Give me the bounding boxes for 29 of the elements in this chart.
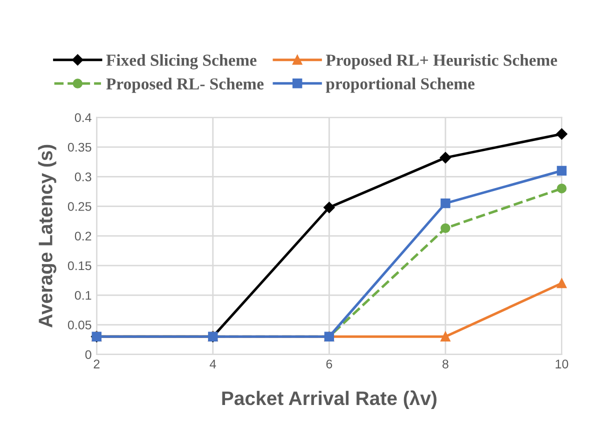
point	[440, 223, 450, 234]
point	[556, 184, 567, 194]
legend-label: Proposed RL- Scheme	[106, 78, 264, 93]
point	[440, 198, 450, 208]
point	[324, 202, 335, 214]
legend-label: Proposed RL+ Heuristic Scheme	[326, 54, 558, 70]
y-tick-label: 0.25	[68, 202, 92, 211]
y-tick-label: 0.3	[74, 172, 92, 182]
legend-label: Fixed Slicing Scheme	[106, 54, 256, 70]
y-tick-label: 0.15	[68, 261, 92, 270]
point	[440, 152, 452, 164]
point	[556, 278, 567, 288]
x-axis-title: Packet Arrival Rate (λv)	[222, 390, 436, 409]
x-tick-label: 4	[210, 360, 216, 368]
point	[556, 166, 567, 176]
y-tick-label: 0.2	[74, 232, 92, 241]
y-tick-label: 0.05	[68, 320, 92, 330]
y-tick-label: 0	[85, 350, 92, 360]
x-tick-label: 10	[556, 360, 568, 368]
y-tick-label: 0.35	[68, 142, 92, 152]
legend-label: proportional Scheme	[326, 78, 474, 93]
y-tick-label: 0.4	[74, 113, 92, 122]
y-axis-title: Average Latency (s)	[38, 144, 56, 328]
x-tick-label: 6	[326, 360, 332, 368]
y-tick-label: 0.1	[74, 290, 92, 300]
x-tick-label: 2	[94, 360, 100, 368]
point	[440, 332, 450, 342]
x-tick-label: 8	[442, 360, 448, 368]
point	[556, 128, 568, 140]
